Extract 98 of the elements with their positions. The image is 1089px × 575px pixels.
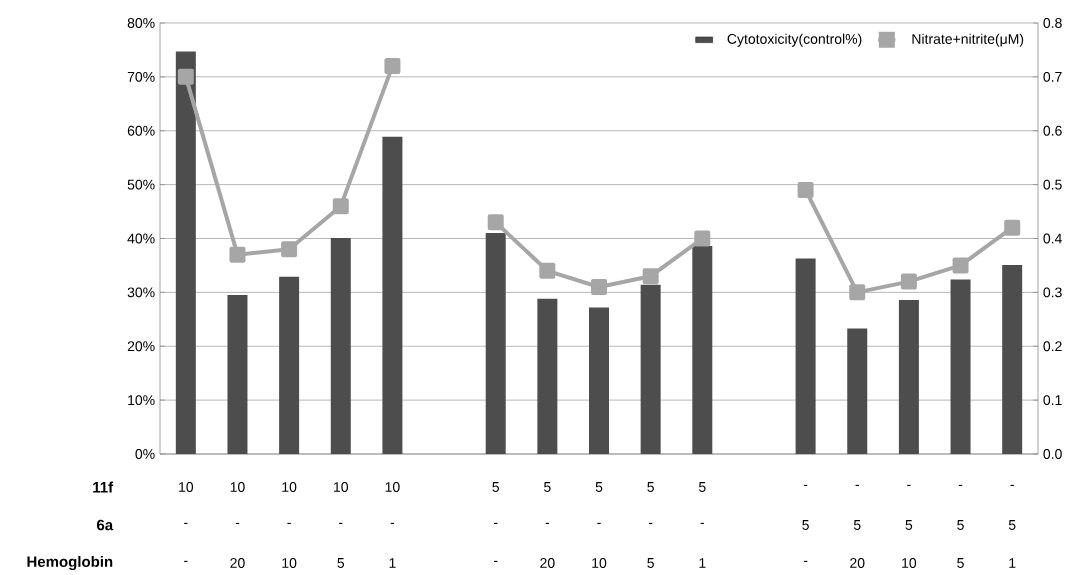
point	[229, 246, 246, 263]
legend-label: Cytotoxicity(control%)	[727, 33, 862, 47]
text: -	[958, 485, 963, 487]
point	[281, 241, 298, 258]
bar	[485, 233, 506, 455]
text: 5	[1008, 520, 1016, 531]
y2-tick-label: 0.5	[1043, 179, 1062, 190]
text: 5	[492, 482, 500, 493]
text: -	[390, 523, 395, 525]
text: 5	[802, 520, 809, 531]
text: -	[855, 485, 859, 487]
point	[642, 268, 659, 285]
y-tick-label: 50%	[127, 179, 155, 190]
text: 1	[699, 558, 706, 568]
text: -	[235, 523, 240, 525]
bar	[175, 51, 196, 455]
text: -	[494, 561, 498, 563]
y2-tick-label: 0.6	[1043, 125, 1062, 136]
point	[900, 273, 917, 290]
text: -	[184, 561, 188, 563]
point	[487, 214, 504, 231]
point	[797, 182, 814, 199]
text: 5	[647, 482, 654, 493]
bar	[692, 246, 713, 455]
text: 6a	[97, 519, 114, 531]
text: 1	[389, 558, 396, 568]
y2-tick-label: 0.8	[1043, 18, 1062, 29]
point	[539, 262, 556, 279]
text: 10	[592, 558, 607, 569]
y-tick-label: 20%	[127, 341, 155, 352]
text: 10	[179, 482, 194, 493]
bar	[847, 328, 868, 455]
text: 20	[850, 558, 865, 569]
text: 1	[1009, 558, 1016, 568]
y-tick-label: 70%	[127, 72, 155, 82]
bar	[227, 295, 248, 455]
text: Hemoglobin	[27, 556, 113, 571]
bar	[589, 307, 610, 455]
point	[694, 230, 711, 247]
text: 5	[957, 558, 964, 569]
text: -	[1010, 485, 1014, 487]
bar	[898, 300, 919, 455]
y-tick-label: 40%	[127, 233, 155, 244]
bar	[795, 258, 816, 455]
text: 10	[334, 482, 349, 493]
text: 10	[230, 482, 245, 493]
y-tick-label: 60%	[127, 125, 155, 136]
text: -	[597, 523, 601, 525]
text: 5	[544, 482, 551, 493]
bar	[640, 284, 661, 455]
point	[384, 58, 401, 75]
text: 5	[337, 558, 345, 569]
point	[332, 198, 349, 215]
legend-label: Nitrate+nitrite(μM)	[912, 33, 1024, 47]
text: -	[648, 523, 653, 525]
text: -	[700, 523, 705, 525]
y-tick-label: 30%	[127, 287, 155, 298]
text: 10	[282, 558, 297, 569]
y2-tick-label: 0.4	[1043, 233, 1062, 244]
text: -	[287, 523, 291, 525]
y2-tick-label: 0.0	[1043, 449, 1062, 460]
point	[1004, 219, 1021, 236]
text: -	[339, 523, 343, 525]
text: 10	[282, 482, 297, 493]
bar	[537, 299, 558, 455]
text: 20	[540, 558, 555, 569]
y2-tick-label: 0.2	[1043, 341, 1062, 352]
y2-tick-label: 0.3	[1043, 287, 1062, 298]
text: 5	[595, 482, 603, 493]
text: 5	[647, 558, 654, 569]
text: -	[803, 485, 808, 487]
y2-tick-label: 0.7	[1043, 72, 1062, 82]
text: 11f	[93, 481, 114, 493]
text: -	[545, 523, 550, 525]
point	[849, 284, 866, 301]
y-tick-label: 10%	[128, 395, 155, 406]
text: 5	[853, 520, 861, 531]
text: 20	[230, 558, 245, 569]
point	[952, 257, 969, 274]
text: 10	[902, 558, 917, 569]
text: 5	[957, 520, 964, 531]
bar	[950, 279, 971, 455]
bar	[330, 238, 351, 455]
point	[591, 279, 608, 296]
bar	[382, 136, 403, 455]
text: -	[907, 485, 911, 487]
text: -	[184, 523, 188, 525]
text: -	[494, 523, 498, 525]
bar	[1002, 265, 1023, 455]
text: 10	[385, 482, 400, 493]
y-tick-label: 80%	[127, 18, 155, 29]
text: -	[803, 561, 808, 563]
text: 5	[905, 520, 913, 531]
y2-tick-label: 0.1	[1043, 395, 1062, 406]
text: 5	[698, 482, 706, 493]
y-tick-label: 0%	[135, 449, 155, 460]
point	[177, 69, 194, 86]
bar	[279, 276, 300, 455]
